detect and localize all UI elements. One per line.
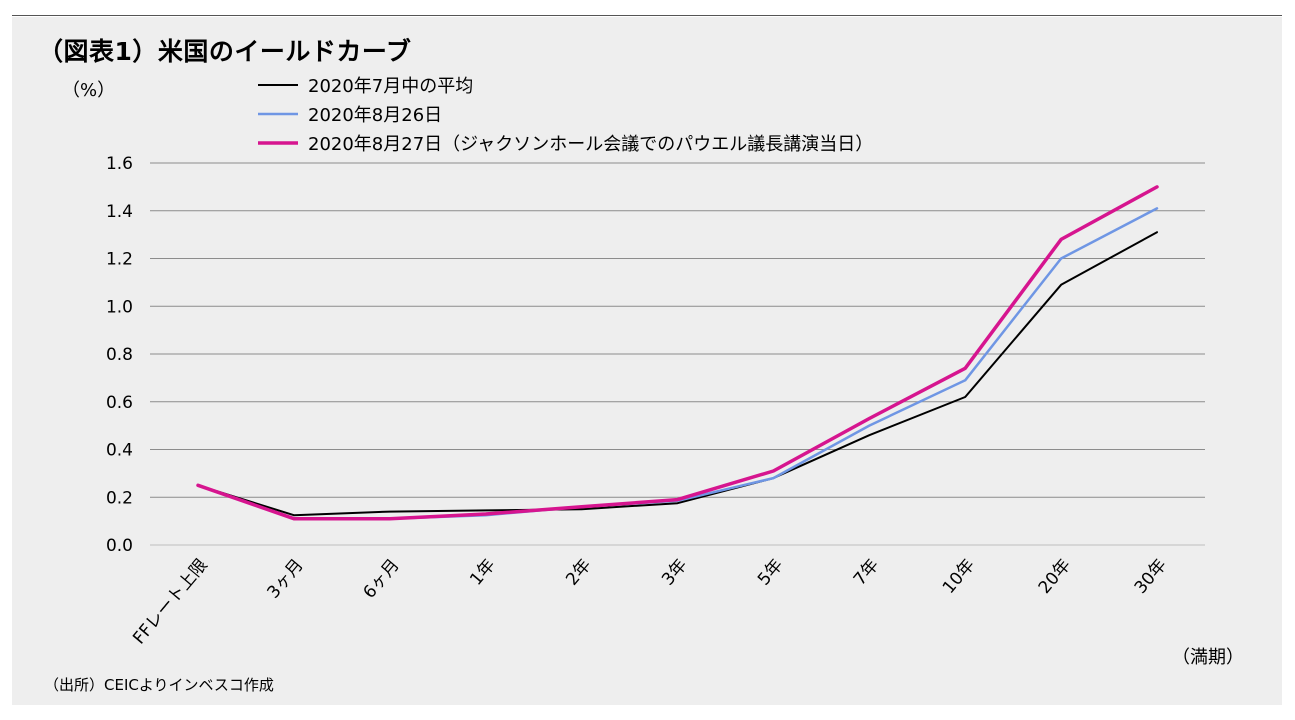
x-tick-label-2: 6ヶ月 xyxy=(359,555,403,602)
x-tick-label-4: 2年 xyxy=(562,555,595,589)
y-tick-label-6: 1.2 xyxy=(106,250,133,270)
legend-swatch-aug26 xyxy=(258,112,298,115)
y-tick-label-0: 0.0 xyxy=(106,536,133,556)
top-rule xyxy=(12,15,1282,16)
legend-item-aug27: 2020年8月27日（ジャクソンホール会議でのパウエル議長講演当日） xyxy=(258,128,873,157)
legend-swatch-aug27 xyxy=(258,140,298,145)
x-tick-label-0: FFレート上限 xyxy=(129,555,212,648)
x-tick-label-1: 3ヶ月 xyxy=(264,555,308,602)
x-axis-unit-label: （満期） xyxy=(1172,647,1244,668)
y-axis-unit-label: （%） xyxy=(62,80,116,101)
legend: 2020年7月中の平均 2020年8月26日 2020年8月27日（ジャクソンホ… xyxy=(258,70,873,157)
legend-label-jul-avg: 2020年7月中の平均 xyxy=(308,75,474,97)
series-line-0 xyxy=(197,231,1158,517)
legend-label-aug27: 2020年8月27日（ジャクソンホール会議でのパウエル議長講演当日） xyxy=(308,133,874,155)
legend-item-aug26: 2020年8月26日 xyxy=(258,99,873,128)
x-tick-label-6: 5年 xyxy=(754,555,787,589)
y-tick-label-2: 0.4 xyxy=(106,441,133,461)
legend-item-jul-avg: 2020年7月中の平均 xyxy=(258,70,873,99)
y-tick-label-8: 1.6 xyxy=(106,154,133,174)
x-tick-label-10: 30年 xyxy=(1131,555,1171,597)
chart-panel xyxy=(12,17,1282,705)
source-note: （出所）CEICよりインベスコ作成 xyxy=(44,676,274,694)
series-line-1 xyxy=(196,207,1159,520)
chart-title: （図表1）米国のイールドカーブ xyxy=(38,37,412,66)
x-tick-label-8: 10年 xyxy=(939,555,979,597)
x-tick-label-7: 7年 xyxy=(850,555,883,589)
legend-swatch-jul-avg xyxy=(258,83,298,86)
y-tick-label-1: 0.2 xyxy=(106,488,133,508)
y-tick-label-7: 1.4 xyxy=(106,202,133,222)
series-line-2 xyxy=(196,185,1159,521)
y-tick-label-4: 0.8 xyxy=(106,345,133,365)
x-tick-label-3: 1年 xyxy=(466,555,499,589)
x-tick-label-9: 20年 xyxy=(1035,555,1075,597)
x-tick-label-5: 3年 xyxy=(658,555,691,589)
y-tick-label-5: 1.0 xyxy=(106,297,133,317)
legend-label-aug26: 2020年8月26日 xyxy=(308,104,443,126)
y-tick-label-3: 0.6 xyxy=(106,393,133,413)
